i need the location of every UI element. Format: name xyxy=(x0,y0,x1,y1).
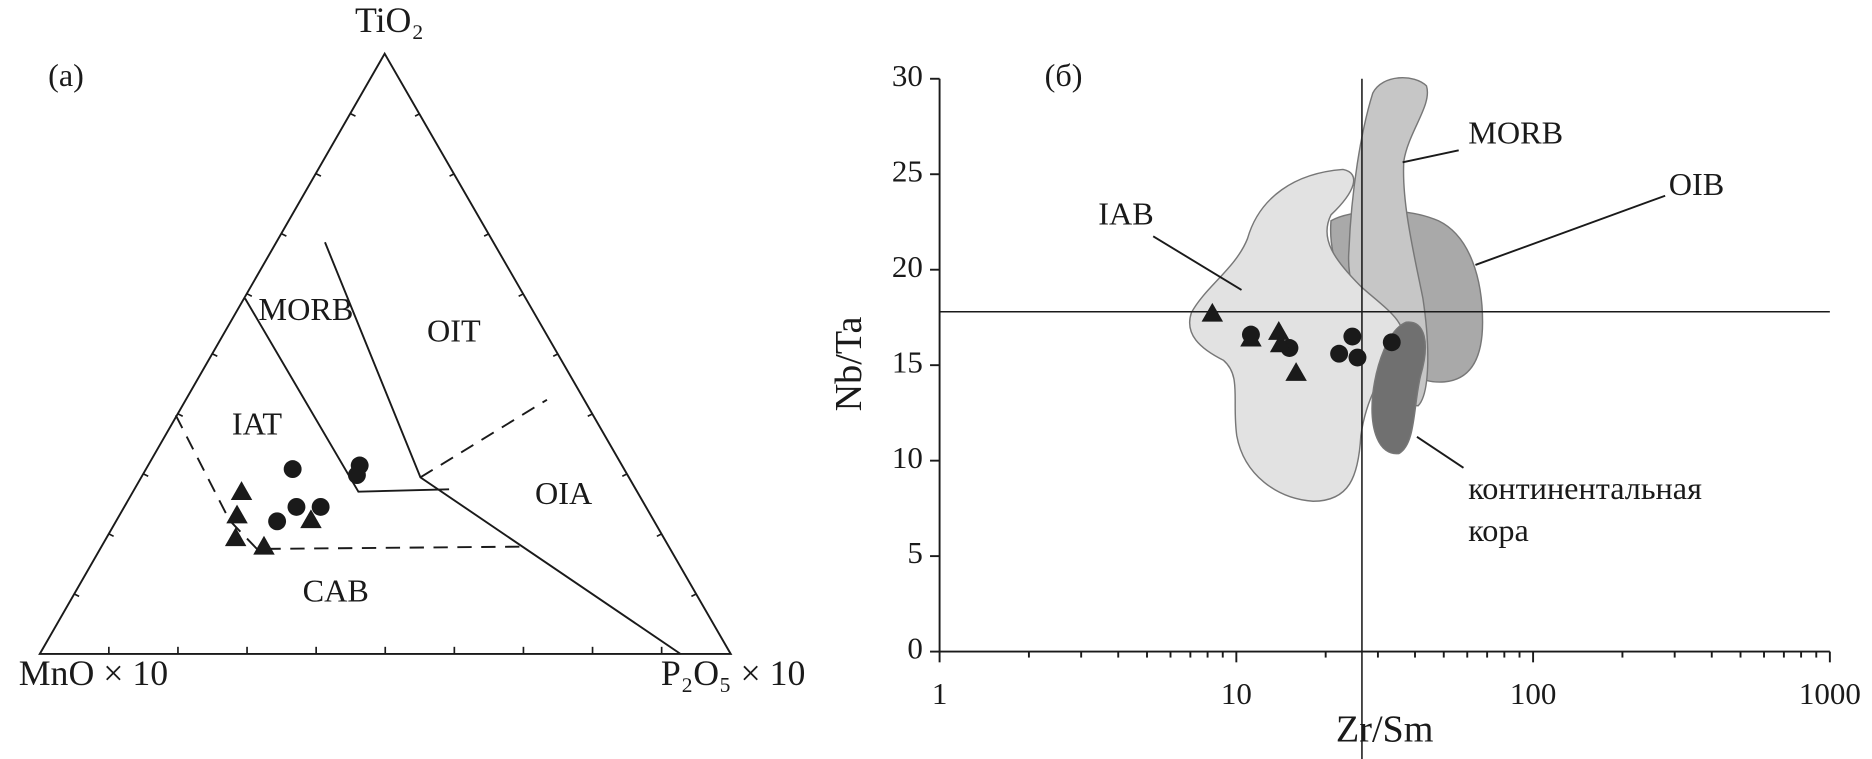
y-tick-label: 0 xyxy=(907,631,923,666)
leader-line xyxy=(1152,235,1243,291)
tick-mark xyxy=(108,533,115,538)
circle-marker xyxy=(268,512,287,531)
circle-marker xyxy=(1330,344,1349,363)
triangle-marker xyxy=(1269,333,1292,353)
tick-mark xyxy=(212,353,218,357)
leader-line xyxy=(1416,435,1465,469)
tick-mark xyxy=(587,413,593,418)
triangle-marker xyxy=(1268,321,1290,340)
tick-mark xyxy=(350,112,356,117)
vertex-label: MnO × 10 xyxy=(19,653,168,693)
field-label: OIA xyxy=(535,475,593,511)
circle-marker xyxy=(311,497,330,516)
tick-mark xyxy=(691,593,697,598)
field-label: IAB xyxy=(1098,196,1154,232)
vertex-label: P₂O₅ × 10 xyxy=(661,653,806,693)
ternary-triangle xyxy=(38,51,733,655)
tick-mark xyxy=(143,473,149,478)
triangle-marker xyxy=(1285,362,1307,381)
tick-mark xyxy=(518,293,524,297)
y-tick-label: 15 xyxy=(892,344,923,379)
circle-marker xyxy=(1343,327,1362,346)
tick-mark xyxy=(656,533,663,538)
x-tick-label: 10 xyxy=(1221,676,1252,711)
tick-mark xyxy=(552,353,559,357)
y-tick-label: 5 xyxy=(907,535,923,570)
tick-mark xyxy=(177,413,184,418)
vertex-label: TiO₂ xyxy=(355,0,424,40)
circle-marker xyxy=(1382,333,1401,352)
y-tick-label: 25 xyxy=(892,153,923,188)
field-boundary xyxy=(419,398,548,479)
x-tick-label: 100 xyxy=(1510,676,1557,711)
circle-marker xyxy=(347,466,366,485)
triangle-marker xyxy=(1201,302,1224,322)
panel-label: (a) xyxy=(48,57,84,93)
triangle-marker xyxy=(224,527,247,547)
field-boundary xyxy=(174,414,528,550)
tick-mark xyxy=(73,593,80,598)
field-boundary xyxy=(244,297,450,493)
field-boundary xyxy=(324,241,682,655)
tick-mark xyxy=(281,233,287,237)
circle-marker xyxy=(287,497,306,516)
tick-mark xyxy=(483,233,490,237)
field-label: OIB xyxy=(1669,166,1725,202)
triangle-marker xyxy=(230,481,253,500)
tick-mark xyxy=(315,173,322,177)
panel-label: (б) xyxy=(1045,57,1083,93)
triangle-marker xyxy=(253,535,275,555)
y-axis-label: Nb/Ta xyxy=(828,317,870,412)
x-tick-label: 1 xyxy=(932,676,948,711)
field-label: IAT xyxy=(232,406,282,442)
field-label: OIT xyxy=(427,313,481,349)
tick-mark xyxy=(414,112,421,117)
fields xyxy=(1152,76,1666,502)
triangle-marker xyxy=(300,509,322,529)
y-tick-label: 30 xyxy=(892,58,923,93)
field-label: кора xyxy=(1468,512,1529,548)
tick-mark xyxy=(621,473,628,478)
x-axis-label: Zr/Sm xyxy=(1336,709,1434,751)
circle-marker xyxy=(1348,348,1367,367)
field-label: CAB xyxy=(303,573,369,609)
tick-mark xyxy=(246,293,253,297)
y-tick-label: 10 xyxy=(892,440,923,475)
tick-mark xyxy=(449,173,455,177)
y-tick-label: 20 xyxy=(892,249,923,284)
ternary-frame xyxy=(38,51,733,655)
field-label: континентальная xyxy=(1468,470,1702,506)
field-label: MORB xyxy=(1468,114,1563,150)
triangle-marker xyxy=(1240,327,1262,347)
leader-line xyxy=(1402,149,1459,164)
circle-marker xyxy=(283,460,302,479)
triangle-marker xyxy=(226,504,248,524)
x-tick-label: 1000 xyxy=(1799,676,1861,711)
field-label: MORB xyxy=(258,291,353,327)
leader-line xyxy=(1475,194,1666,266)
